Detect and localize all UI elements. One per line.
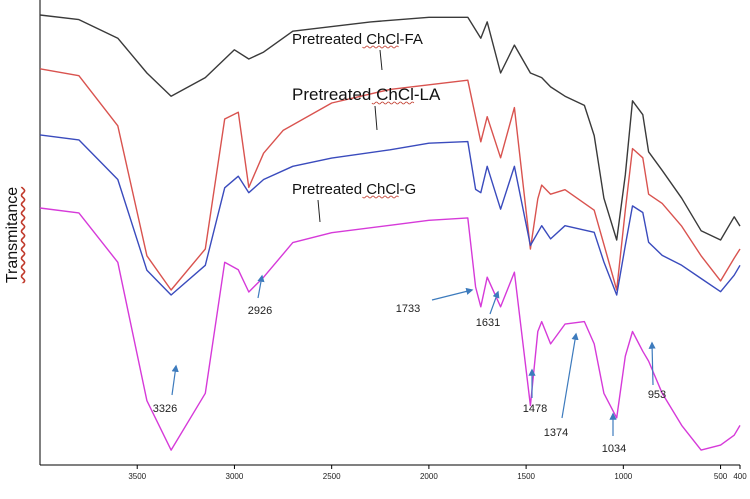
annotation-label: 1374 xyxy=(544,427,568,439)
annotation-arrow xyxy=(489,290,500,315)
axes: 3500 3000 2500 2000 1500 1000 500 400 xyxy=(39,0,747,481)
annotation-2926: 2926 xyxy=(248,274,272,317)
x-tick-label: 1500 xyxy=(517,472,535,481)
series-label-leader xyxy=(374,105,378,131)
series-line-0 xyxy=(39,14,741,241)
annotation-label: 2926 xyxy=(248,305,272,317)
annotation-label: 1034 xyxy=(602,443,626,455)
annotation-arrow xyxy=(171,364,179,396)
x-tick-label: 3500 xyxy=(128,472,146,481)
spellcheck-underline xyxy=(371,101,415,105)
annotation-label: 1733 xyxy=(396,303,420,315)
annotation-arrow xyxy=(257,274,265,299)
series-label-text: Pretreated ChCl-FA xyxy=(292,31,423,48)
annotation-label: 1631 xyxy=(476,317,500,329)
x-tick-label: 1000 xyxy=(614,472,632,481)
annotation-arrow xyxy=(561,332,579,419)
annotation-arrow xyxy=(431,287,474,301)
annotation-arrow xyxy=(648,341,656,386)
series-line-2 xyxy=(39,134,741,296)
x-tick-label: 2500 xyxy=(323,472,341,481)
series-label-text: Pretreated ChCl-G xyxy=(292,181,416,198)
spellcheck-underline xyxy=(362,195,399,199)
x-tick-label: 3000 xyxy=(226,472,244,481)
x-tick-label: 500 xyxy=(714,472,728,481)
annotation-1631: 1631 xyxy=(476,290,500,329)
annotation-label: 3326 xyxy=(153,403,177,415)
annotations-layer: 3326 2926 1733 1631 1478 1374 1034 953 xyxy=(153,274,666,455)
series-line-3 xyxy=(39,207,741,451)
annotation-label: 953 xyxy=(648,389,666,401)
annotation-label: 1478 xyxy=(523,403,547,415)
x-tick-label: 2000 xyxy=(420,472,438,481)
series-label-leader xyxy=(317,199,321,223)
x-tick-label: 400 xyxy=(733,472,747,481)
series-labels: Pretreated ChCl-FA Pretreated ChCl-LA Pret… xyxy=(292,31,441,223)
series-label-leader xyxy=(379,49,383,71)
annotation-1733: 1733 xyxy=(396,287,474,315)
series-layer xyxy=(39,14,741,451)
spellcheck-underline xyxy=(362,45,399,49)
series-label-3: Pretreated ChCl-G xyxy=(292,181,416,223)
annotation-1034: 1034 xyxy=(602,412,626,455)
annotation-1374: 1374 xyxy=(544,332,579,439)
series-label-text: Pretreated ChCl-LA xyxy=(292,85,441,104)
series-line-1 xyxy=(39,68,741,291)
series-label-1: Pretreated ChCl-FA xyxy=(292,31,423,71)
annotation-3326: 3326 xyxy=(153,364,179,415)
series-label-2: Pretreated ChCl-LA xyxy=(292,85,441,131)
annotation-1478: 1478 xyxy=(523,368,547,415)
annotation-953: 953 xyxy=(648,341,666,401)
y-axis-label: Transmitance xyxy=(4,186,21,284)
